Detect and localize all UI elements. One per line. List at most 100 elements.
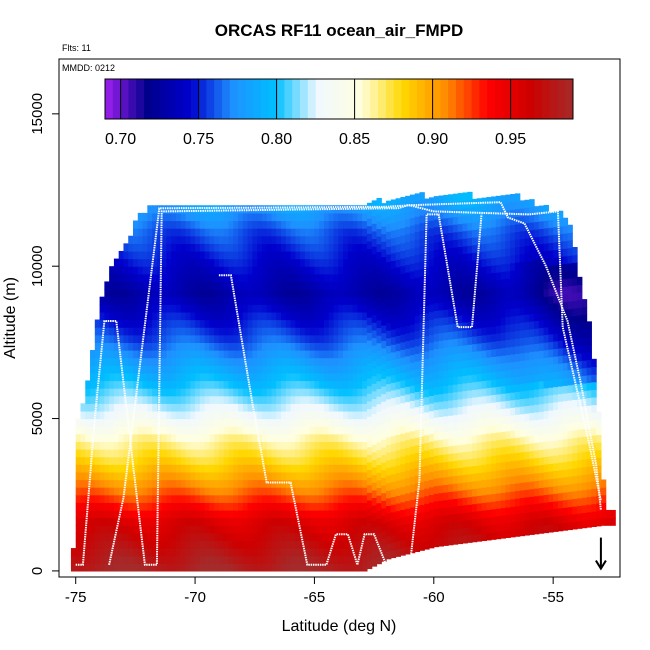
heatmap-cell [467,481,473,490]
heatmap-cell [113,311,120,321]
heatmap-cell [429,227,435,237]
heatmap-cell [266,289,273,298]
heatmap-cell [276,441,282,450]
heatmap-cell [113,395,120,404]
heatmap-cell [371,497,378,506]
heatmap-cell [266,449,273,458]
heatmap-cell [252,228,258,237]
heatmap-cell [429,403,435,412]
heatmap-cell [395,266,401,276]
heatmap-cell [405,310,411,319]
heatmap-cell [314,433,320,443]
heatmap-cell [290,311,296,321]
heatmap-cell [147,296,153,305]
heatmap-cell [323,426,330,435]
heatmap-cell [362,426,368,435]
heatmap-cell [195,273,201,283]
heatmap-cell [223,540,230,549]
heatmap-cell [175,205,182,214]
heatmap-cell [223,258,230,267]
heatmap-cell [166,426,172,435]
heatmap-cell [300,555,306,564]
heatmap-cell [142,509,148,519]
heatmap-cell [548,234,554,244]
heatmap-cell [471,214,478,223]
heatmap-cell [495,340,502,349]
heatmap-cell [519,208,526,217]
heatmap-cell [543,319,549,328]
heatmap-cell [519,459,526,468]
heatmap-cell [481,410,487,420]
heatmap-cell [524,443,530,452]
heatmap-cell [424,251,430,261]
heatmap-cell [362,304,368,313]
heatmap-cell [433,211,440,220]
heatmap-cell [142,464,148,473]
heatmap-cell [214,296,220,305]
heatmap-cell [195,456,201,465]
heatmap-cell [343,548,349,557]
heatmap-cell [185,388,191,397]
heatmap-cell [409,255,416,264]
heatmap-cell [228,235,234,244]
heatmap-cell [376,243,382,252]
heatmap-cell [433,462,440,471]
heatmap-cell [99,327,105,336]
heatmap-cell [228,502,234,511]
heatmap-cell [75,418,82,427]
heatmap-cell [333,563,339,572]
heatmap-cell [405,218,411,227]
heatmap-cell [467,252,473,262]
heatmap-cell [481,509,487,519]
heatmap-cell [562,217,569,226]
heatmap-cell [581,451,588,460]
heatmap-cell [328,228,335,237]
heatmap-cell [171,296,177,305]
heatmap-cell [319,243,325,252]
heatmap-cell [347,243,354,252]
heatmap-cell [333,441,339,450]
heatmap-cell [257,426,263,435]
heatmap-cell [261,327,268,336]
heatmap-cell [276,250,282,260]
heatmap-cell [514,467,521,476]
heatmap-cell [543,243,549,252]
heatmap-cell [257,540,263,549]
heatmap-cell [409,392,416,401]
heatmap-cell [362,250,368,260]
heatmap-cell [223,228,230,237]
heatmap-cell [514,200,521,210]
heatmap-cell [209,456,215,465]
heatmap-cell [328,388,335,397]
heatmap-cell [161,449,168,458]
heatmap-cell [152,471,158,481]
heatmap-cell [586,481,592,490]
heatmap-cell [185,418,191,427]
heatmap-cell [548,379,554,388]
heatmap-cell [161,235,168,244]
heatmap-cell [424,221,430,230]
heatmap-cell [152,235,158,244]
heatmap-cell [443,210,449,219]
heatmap-cell [486,524,492,533]
heatmap-cell [161,502,168,511]
heatmap-cell [553,211,559,220]
heatmap-cell [99,388,105,397]
heatmap-cell [233,532,239,542]
heatmap-cell [295,487,301,496]
heatmap-cell [457,459,464,468]
heatmap-cell [133,365,139,374]
heatmap-cell [133,555,139,564]
heatmap-cell [524,466,530,475]
heatmap-cell [438,210,444,219]
heatmap-cell [333,403,339,412]
heatmap-cell [133,349,139,359]
heatmap-cell [252,517,258,526]
heatmap-cell [462,367,468,376]
heatmap-cell [414,482,421,492]
heatmap-cell [462,382,468,392]
heatmap-cell [448,262,454,272]
heatmap-cell [505,346,511,356]
heatmap-cell [300,487,306,496]
heatmap-cell [281,319,287,328]
